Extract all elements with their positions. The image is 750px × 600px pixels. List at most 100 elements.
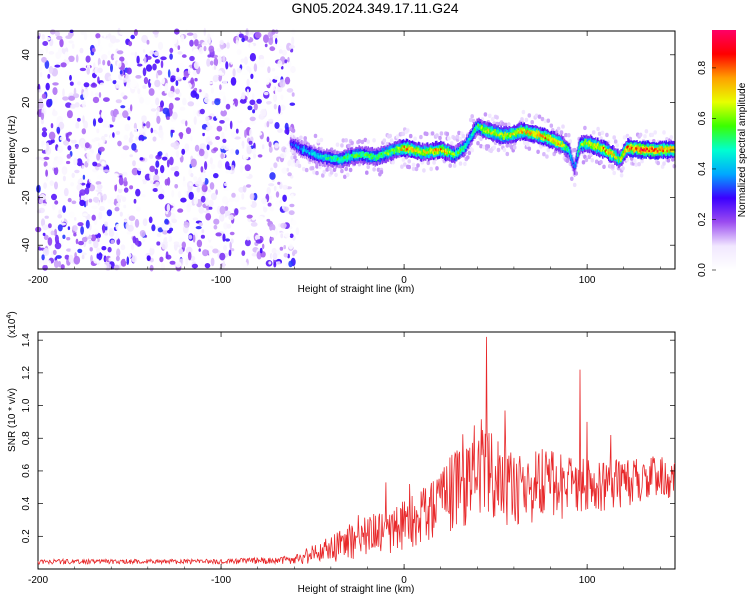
ridge-cell — [552, 139, 555, 143]
noise-speckle — [176, 67, 180, 73]
noise-speckle — [264, 204, 269, 208]
noise-speckle — [75, 144, 79, 149]
ridge-cell — [654, 148, 656, 155]
noise-speckle — [155, 97, 160, 106]
noise-speckle — [246, 214, 253, 219]
ridge-halo — [612, 135, 616, 140]
noise-speckle — [286, 42, 292, 51]
noise-speckle — [92, 196, 100, 203]
ridge-halo — [419, 134, 423, 140]
ridge-cell — [451, 152, 453, 155]
noise-speckle — [169, 260, 176, 265]
ridge-cell — [375, 156, 378, 159]
noise-speckle — [173, 241, 180, 245]
noise-speckle — [49, 98, 53, 106]
noise-speckle — [155, 72, 159, 79]
ridge-cell — [393, 149, 396, 152]
noise-speckle — [223, 95, 226, 104]
noise-speckle — [113, 54, 119, 60]
ridge-cell — [479, 123, 481, 130]
noise-speckle — [82, 100, 86, 108]
noise-speckle — [247, 31, 255, 35]
ridge-cell — [583, 141, 586, 144]
noise-speckle — [247, 201, 253, 206]
ridge-cell — [322, 155, 324, 162]
ridge-halo — [490, 117, 495, 122]
noise-speckle — [97, 37, 101, 47]
noise-speckle — [152, 216, 159, 222]
ridge-cell — [542, 135, 545, 138]
noise-speckle — [170, 126, 175, 131]
noise-speckle — [79, 67, 87, 72]
noise-speckle — [146, 39, 150, 45]
noise-speckle — [248, 228, 255, 233]
ridge-cell — [554, 139, 557, 142]
ridge-cell — [332, 156, 334, 163]
noise-speckle — [207, 54, 212, 58]
noise-speckle — [154, 130, 158, 135]
noise-speckle — [60, 62, 67, 68]
ridge-cell — [370, 155, 372, 158]
noise-speckle — [194, 144, 200, 152]
noise-speckle — [67, 226, 71, 231]
noise-speckle — [221, 131, 225, 140]
noise-speckle — [289, 102, 296, 106]
ridge-cell — [597, 146, 599, 149]
noise-speckle — [282, 184, 288, 190]
noise-speckle — [250, 222, 258, 227]
noise-speckle — [223, 144, 230, 151]
ridge-cell — [302, 149, 304, 152]
noise-speckle — [149, 246, 155, 256]
noise-speckle — [256, 251, 262, 260]
noise-speckle — [243, 173, 250, 177]
ridge-cell — [436, 149, 439, 152]
noise-speckle — [57, 224, 63, 232]
noise-speckle — [130, 78, 137, 88]
ridge-halo — [545, 154, 549, 159]
snr-scale-exponent: 4 — [6, 315, 13, 319]
noise-speckle — [109, 143, 113, 152]
noise-speckle — [156, 232, 162, 238]
ridge-cell — [481, 126, 483, 129]
noise-speckle — [210, 192, 217, 201]
ridge-halo — [461, 134, 466, 139]
noise-speckle — [222, 138, 227, 143]
ridge-cell — [438, 148, 441, 151]
ridge-cell — [624, 150, 626, 153]
ridge-cell — [341, 156, 343, 163]
ridge-cell — [365, 153, 367, 156]
noise-speckle — [177, 57, 181, 64]
noise-speckle — [176, 215, 181, 219]
ridge-cell — [525, 131, 528, 135]
noise-speckle — [238, 44, 244, 48]
noise-speckle — [52, 95, 58, 105]
noise-speckle — [155, 181, 160, 187]
ridge-cell — [384, 151, 387, 155]
noise-speckle — [286, 60, 292, 68]
noise-speckle — [119, 211, 123, 217]
ridge-halo — [549, 123, 554, 128]
ridge-cell — [423, 150, 426, 157]
noise-speckle — [251, 217, 256, 221]
noise-speckle — [116, 60, 122, 68]
ridge-cell — [526, 130, 529, 133]
noise-speckle — [241, 92, 246, 100]
noise-speckle — [139, 157, 144, 161]
noise-speckle — [280, 222, 287, 229]
ridge-cell — [522, 129, 525, 132]
ridge-cell — [293, 144, 296, 147]
ridge-cell — [432, 148, 435, 152]
noise-speckle — [67, 131, 73, 136]
snr-scale-close: ) — [7, 311, 18, 314]
ridge-cell — [474, 127, 476, 131]
ridge-cell — [432, 149, 435, 156]
noise-speckle — [150, 127, 154, 134]
ridge-cell — [639, 146, 641, 153]
ridge-cell — [403, 145, 406, 152]
ridge-halo — [407, 164, 412, 170]
noise-speckle — [86, 151, 93, 159]
noise-speckle — [44, 215, 49, 219]
ridge-cell — [654, 148, 656, 151]
noise-speckle — [193, 116, 197, 125]
noise-speckle — [219, 39, 224, 46]
